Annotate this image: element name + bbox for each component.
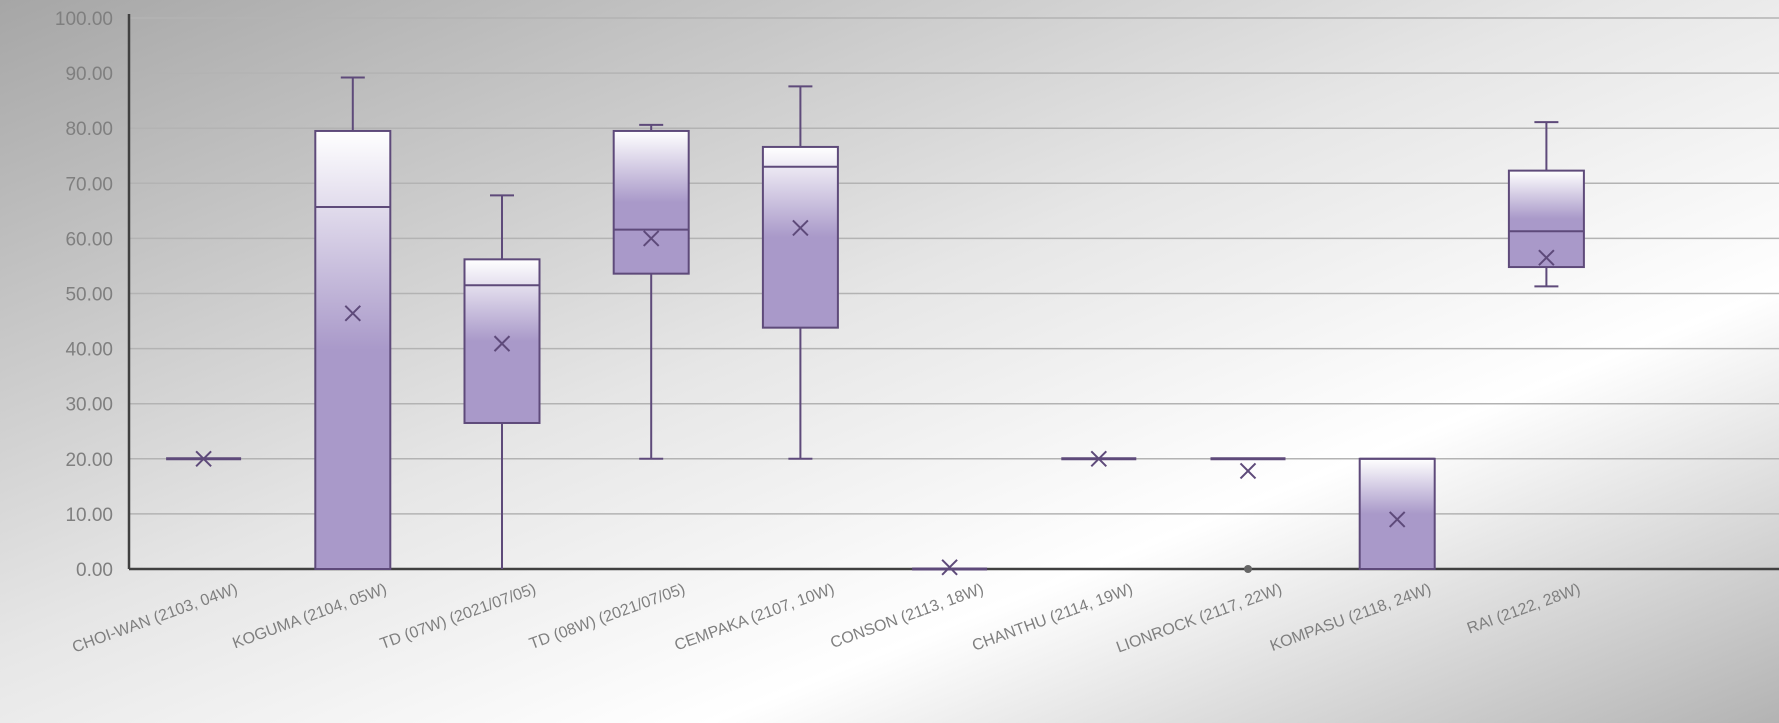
y-tick-label: 50.00	[65, 285, 113, 306]
gridlines	[129, 17, 1779, 515]
mean-marker	[493, 335, 511, 352]
y-tick-label: 40.00	[65, 340, 113, 361]
box-item	[1358, 457, 1436, 570]
box-series	[166, 76, 1585, 576]
mean-marker	[1538, 249, 1555, 266]
box-item	[1210, 457, 1286, 573]
box-item	[1061, 450, 1137, 468]
mean-marker	[1239, 462, 1257, 480]
y-tick-label: 20.00	[65, 450, 113, 471]
box-body	[612, 129, 690, 275]
mean-marker	[195, 450, 212, 468]
mean-marker	[642, 230, 660, 247]
box-item	[912, 559, 988, 576]
box-body	[761, 145, 839, 329]
mean-marker	[792, 219, 809, 237]
outlier-point	[1244, 565, 1252, 573]
box-body	[1507, 169, 1585, 269]
box-item	[166, 450, 242, 468]
y-tick-label: 80.00	[65, 119, 113, 140]
box-item	[314, 76, 392, 571]
box-item	[612, 123, 690, 460]
y-tick-label: 90.00	[65, 64, 113, 85]
box-item	[761, 85, 839, 460]
y-tick-label: 10.00	[65, 505, 113, 526]
y-tick-label: 60.00	[65, 229, 113, 250]
mean-marker	[1388, 511, 1406, 528]
box-body	[1358, 457, 1436, 570]
y-tick-label: 70.00	[65, 174, 113, 195]
mean-marker	[1090, 450, 1108, 468]
y-tick-label: 30.00	[65, 395, 113, 416]
y-tick-label: 100.00	[55, 9, 113, 30]
box-body	[314, 129, 392, 571]
y-tick-label: 0.00	[76, 560, 113, 581]
mean-marker	[941, 559, 958, 576]
mean-marker	[344, 305, 362, 322]
box-body	[463, 258, 541, 424]
box-item	[1507, 121, 1585, 288]
box-item	[463, 194, 541, 569]
